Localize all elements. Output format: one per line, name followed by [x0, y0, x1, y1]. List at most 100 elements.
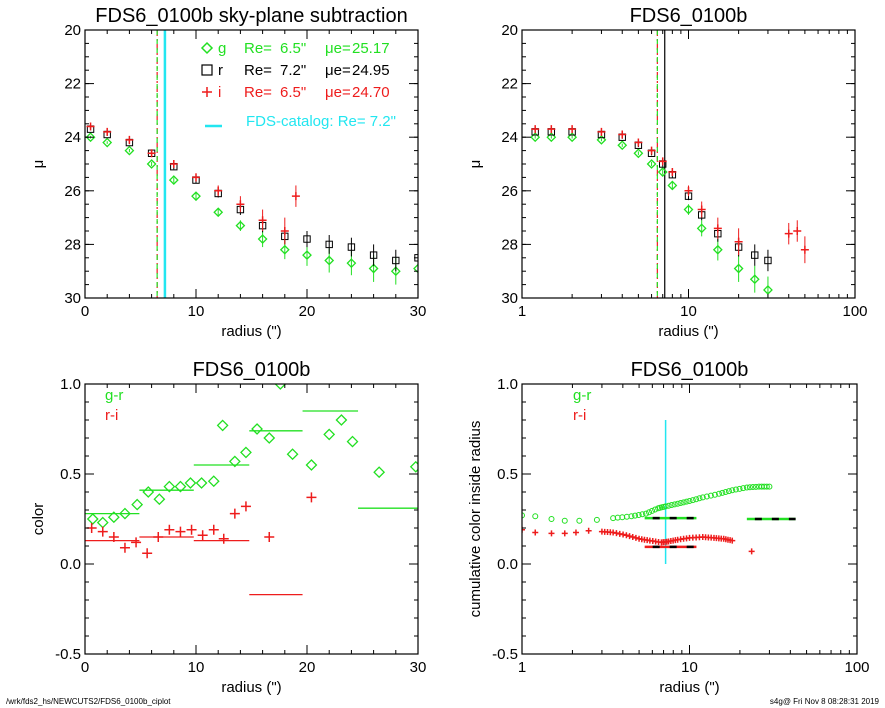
- data-point-g: [324, 255, 335, 266]
- data-point-g-r: [715, 490, 722, 497]
- data-point-g: [191, 191, 201, 202]
- data-point-g-r: [228, 455, 241, 468]
- plot-frame: [84, 383, 419, 655]
- legend-r-i: r-i: [573, 407, 586, 424]
- data-point-r-i: [572, 529, 579, 536]
- footer-timestamp: s4g@ Fri Nov 8 08:28:31 2019: [769, 697, 879, 706]
- plot-area: [530, 30, 809, 298]
- data-point-r-i: [632, 534, 639, 541]
- data-point-g-r: [635, 511, 642, 518]
- legend-r-i: r-i: [105, 407, 118, 424]
- legend-marker-i: [202, 87, 212, 97]
- data-point-r-i: [629, 534, 636, 540]
- data-point-r: [369, 251, 378, 259]
- data-point-r-i: [197, 530, 208, 541]
- data-point-g-r: [373, 466, 386, 479]
- data-point-r: [764, 256, 772, 265]
- data-point-g-r: [665, 502, 672, 509]
- y-tick-label: 22: [64, 76, 81, 93]
- x-tick-label: 1: [518, 659, 526, 676]
- legend-g-r: g-r: [105, 387, 123, 404]
- data-point-g-r: [522, 512, 525, 519]
- data-point-i: [800, 245, 809, 254]
- chart-title: FDS6_0100b: [193, 359, 311, 381]
- plot-area: [85, 30, 418, 298]
- data-point-r-i: [229, 508, 240, 519]
- legend-g-r: g-r: [573, 387, 591, 404]
- data-point-g-r: [142, 486, 155, 498]
- data-point-g-r: [207, 475, 220, 488]
- y-axis-label: μ: [467, 160, 484, 169]
- y-axis-label: color: [30, 503, 47, 536]
- data-point-g: [413, 263, 418, 274]
- data-point-g-r: [409, 460, 418, 473]
- data-point-g-r: [743, 484, 750, 491]
- data-point-r-i: [626, 533, 633, 540]
- data-point-g-r: [689, 497, 696, 504]
- data-point-i: [86, 122, 95, 131]
- data-point-g-r: [86, 513, 99, 525]
- data-point-g-r: [548, 516, 555, 522]
- x-axis-label: radius ("): [658, 323, 718, 340]
- data-point-i: [568, 125, 577, 134]
- y-tick-label: 0.5: [60, 466, 81, 483]
- y-tick-label: 28: [64, 236, 81, 253]
- legend-mu-value: 25.17: [352, 40, 390, 57]
- y-tick-label: 0.0: [60, 556, 81, 573]
- data-point-i: [547, 125, 556, 134]
- data-point-g-r: [763, 483, 770, 490]
- y-tick-label: 26: [501, 183, 518, 200]
- y-tick-label: 26: [64, 183, 81, 200]
- data-point-g-r: [749, 484, 756, 491]
- legend-re-label: Re=: [244, 40, 272, 57]
- data-point-g-r: [740, 485, 747, 492]
- data-point-g-r: [649, 507, 656, 514]
- data-point-g: [763, 285, 773, 295]
- data-point-g: [368, 263, 379, 274]
- data-point-r-i: [548, 530, 555, 537]
- x-tick-label: 10: [680, 303, 697, 320]
- data-point-g-r: [674, 500, 681, 507]
- legend-band: i: [218, 84, 221, 101]
- plot-frame: [84, 29, 419, 299]
- data-point-g-r: [305, 459, 318, 471]
- legend-mu-label: μe=: [325, 84, 351, 101]
- legend-re-label: Re=: [244, 84, 272, 101]
- data-point-g-r: [643, 510, 650, 517]
- data-point-g-r: [722, 489, 729, 495]
- y-tick-label: 28: [501, 236, 518, 253]
- data-point-g: [213, 207, 224, 218]
- data-point-g-r: [195, 477, 208, 489]
- y-axis-label: cumulative color inside radius: [467, 421, 484, 618]
- legend-re-value: 6.5": [280, 84, 306, 101]
- data-point-g-r: [677, 500, 684, 507]
- data-point-g: [235, 220, 246, 231]
- data-point-r-i: [164, 524, 175, 535]
- data-point-i: [784, 229, 793, 238]
- y-tick-label: 20: [501, 22, 518, 39]
- plot-area: [522, 420, 796, 564]
- data-point-g: [749, 274, 760, 285]
- x-axis-label: radius ("): [659, 679, 719, 696]
- x-tick-label: 30: [410, 303, 427, 320]
- data-point-g: [279, 244, 290, 255]
- data-point-g: [596, 134, 607, 145]
- data-point-g: [617, 140, 628, 151]
- plot-frame: [521, 29, 856, 299]
- data-point-i: [793, 227, 802, 235]
- y-tick-label: 22: [501, 76, 518, 93]
- data-point-g-r: [696, 495, 703, 502]
- data-point-r-i: [218, 533, 229, 544]
- data-point-g-r: [335, 414, 348, 426]
- data-point-g-r: [163, 480, 176, 493]
- data-point-r: [392, 256, 400, 265]
- data-point-g-r: [693, 496, 700, 503]
- data-point-r-i: [532, 529, 539, 536]
- data-point-g-r: [561, 517, 568, 524]
- data-point-g-r: [107, 511, 120, 524]
- legend-re-value: 7.2": [280, 62, 306, 79]
- data-point-r: [325, 240, 333, 249]
- data-point-g-r: [703, 493, 710, 500]
